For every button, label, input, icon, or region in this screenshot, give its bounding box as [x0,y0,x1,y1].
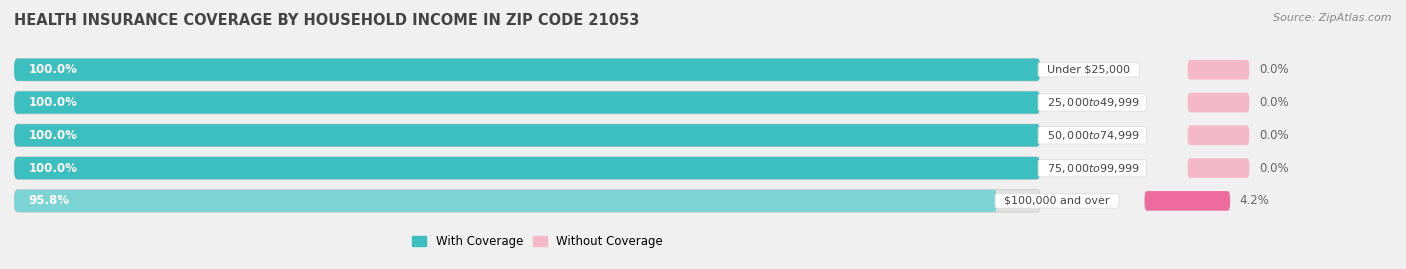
Text: $25,000 to $49,999: $25,000 to $49,999 [1040,96,1144,109]
FancyBboxPatch shape [14,190,997,212]
FancyBboxPatch shape [14,124,1040,146]
FancyBboxPatch shape [1144,191,1230,211]
FancyBboxPatch shape [14,124,1040,146]
FancyBboxPatch shape [14,59,1040,81]
FancyBboxPatch shape [1188,125,1250,145]
Text: $50,000 to $74,999: $50,000 to $74,999 [1040,129,1144,142]
Text: 95.8%: 95.8% [28,194,69,207]
Text: 100.0%: 100.0% [28,63,77,76]
FancyBboxPatch shape [14,59,1040,81]
Text: Source: ZipAtlas.com: Source: ZipAtlas.com [1274,13,1392,23]
Text: $75,000 to $99,999: $75,000 to $99,999 [1040,162,1144,175]
FancyBboxPatch shape [1188,158,1250,178]
Text: 100.0%: 100.0% [28,162,77,175]
Legend: With Coverage, Without Coverage: With Coverage, Without Coverage [408,230,668,253]
FancyBboxPatch shape [14,91,1040,114]
Text: Under $25,000: Under $25,000 [1040,65,1137,75]
Text: 0.0%: 0.0% [1258,162,1288,175]
FancyBboxPatch shape [14,91,1040,114]
Text: 0.0%: 0.0% [1258,96,1288,109]
FancyBboxPatch shape [14,190,1040,212]
Text: 0.0%: 0.0% [1258,63,1288,76]
FancyBboxPatch shape [1188,93,1250,112]
Text: 4.2%: 4.2% [1240,194,1270,207]
Text: 100.0%: 100.0% [28,96,77,109]
Text: 0.0%: 0.0% [1258,129,1288,142]
FancyBboxPatch shape [1188,60,1250,80]
FancyBboxPatch shape [14,157,1040,179]
FancyBboxPatch shape [14,157,1040,179]
Text: 100.0%: 100.0% [28,129,77,142]
Text: $100,000 and over: $100,000 and over [997,196,1116,206]
Text: HEALTH INSURANCE COVERAGE BY HOUSEHOLD INCOME IN ZIP CODE 21053: HEALTH INSURANCE COVERAGE BY HOUSEHOLD I… [14,13,640,29]
